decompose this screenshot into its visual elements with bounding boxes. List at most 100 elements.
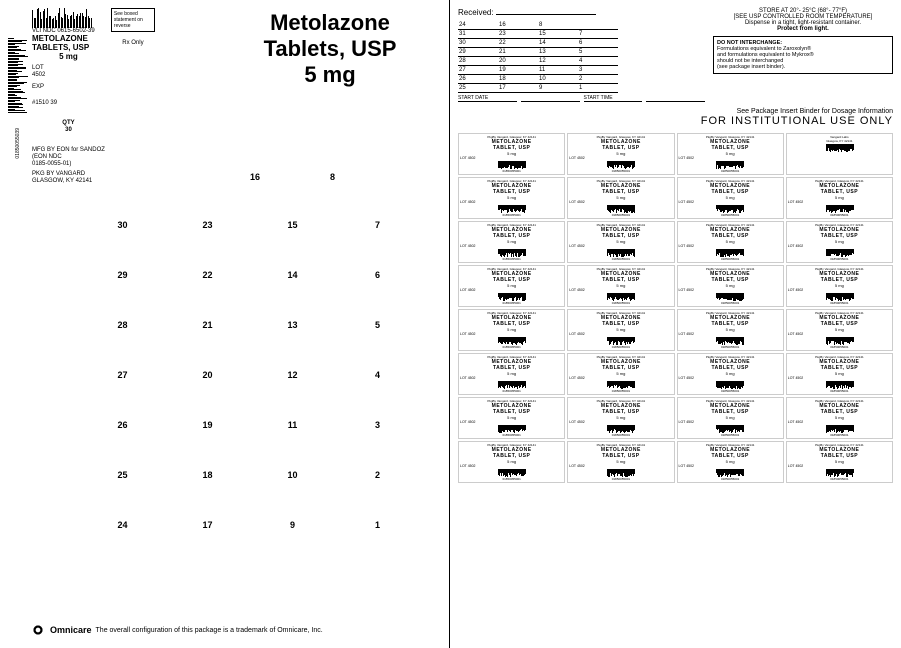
unit-label: Vangard LabsGlasgow, KY 42141	[786, 133, 893, 175]
qty-value: 30	[32, 127, 105, 133]
grid-num: 17	[165, 520, 250, 570]
title-line2: Tablets, USP	[230, 36, 430, 62]
grid-num: 14	[250, 270, 335, 320]
received-num: 25	[458, 84, 498, 93]
received-num: 30	[458, 39, 498, 48]
start-date-label: START DATE	[458, 95, 517, 102]
received-num: 20	[498, 57, 538, 66]
grid-num: 1	[335, 520, 420, 570]
top-barcode	[32, 8, 102, 28]
received-num: 22	[498, 39, 538, 48]
mfg-line2: (EON NDC	[32, 154, 105, 160]
unit-label: PkgBy Vangard, Glasgow, KY 42141METOLAZO…	[458, 177, 565, 219]
unit-label: PkgBy Vangard, Glasgow, KY 42141METOLAZO…	[786, 221, 893, 263]
side-barcode: 01850055039	[8, 8, 28, 185]
left-panel: 01850055039 VLI NDC 0615-6502-39 METOLAZ…	[0, 0, 450, 648]
grid-num: 20	[165, 370, 250, 420]
unit-label: PkgBy Vangard, Glasgow, KY 42141METOLAZO…	[458, 309, 565, 351]
received-num: 3	[578, 66, 618, 75]
received-num: 12	[538, 57, 578, 66]
title-line3: 5 mg	[230, 62, 430, 88]
unit-label-grid: PkgBy Vangard, Glasgow, KY 42141METOLAZO…	[458, 133, 893, 483]
grid-num: 9	[250, 520, 335, 570]
received-num: 4	[578, 57, 618, 66]
unit-label: PkgBy Vangard, Glasgow, KY 42141METOLAZO…	[567, 133, 674, 175]
exp-value: #1510 39	[32, 100, 105, 106]
received-num: 19	[498, 66, 538, 75]
unit-label: PkgBy Vangard, Glasgow, KY 42141METOLAZO…	[786, 397, 893, 439]
grid-num: 21	[165, 320, 250, 370]
unit-label: PkgBy Vangard, Glasgow, KY 42141METOLAZO…	[677, 397, 784, 439]
grid-num: 4	[335, 370, 420, 420]
unit-label: PkgBy Vangard, Glasgow, KY 42141METOLAZO…	[786, 177, 893, 219]
drug-form-small: TABLETS, USP	[32, 43, 105, 52]
received-num: 5	[578, 48, 618, 57]
received-num: 26	[458, 75, 498, 84]
right-panel: Received: 241683123157302214629211352820…	[450, 0, 901, 648]
grid-num: 13	[250, 320, 335, 370]
received-num: 28	[458, 57, 498, 66]
received-num: 9	[538, 84, 578, 93]
received-num: 17	[498, 84, 538, 93]
grid-num: 29	[80, 270, 165, 320]
received-num: 13	[538, 48, 578, 57]
unit-label: PkgBy Vangard, Glasgow, KY 42141METOLAZO…	[567, 265, 674, 307]
storage-block: STORE AT 20°- 25°C (68°- 77°F) [SEE USP …	[713, 8, 893, 102]
mfg-line1: MFG BY EON for SANDOZ	[32, 147, 105, 153]
received-num: 16	[498, 21, 538, 30]
title-line1: Metolazone	[230, 10, 430, 36]
grid-num: 19	[165, 420, 250, 470]
grid-num: 10	[250, 470, 335, 520]
omnicare-name: Omnicare	[50, 625, 92, 635]
row8: 16 8	[250, 172, 335, 182]
grid-num: 25	[80, 470, 165, 520]
main-title: Metolazone Tablets, USP 5 mg	[230, 10, 430, 88]
unit-label: PkgBy Vangard, Glasgow, KY 42141METOLAZO…	[786, 265, 893, 307]
unit-label: PkgBy Vangard, Glasgow, KY 42141METOLAZO…	[567, 353, 674, 395]
grid-num: 11	[250, 420, 335, 470]
unit-label: PkgBy Vangard, Glasgow, KY 42141METOLAZO…	[677, 265, 784, 307]
received-num: 2	[578, 75, 618, 84]
received-num: 29	[458, 48, 498, 57]
grid-num: 22	[165, 270, 250, 320]
received-num: 18	[498, 75, 538, 84]
grid-num: 23	[165, 220, 250, 270]
received-num: 8	[538, 21, 578, 30]
unit-label: PkgBy Vangard, Glasgow, KY 42141METOLAZO…	[567, 177, 674, 219]
received-num: 24	[458, 21, 498, 30]
unit-label: PkgBy Vangard, Glasgow, KY 42141METOLAZO…	[567, 309, 674, 351]
received-num: 27	[458, 66, 498, 75]
drug-name-small: METOLAZONE	[32, 34, 105, 43]
unit-label: PkgBy Vangard, Glasgow, KY 42141METOLAZO…	[567, 441, 674, 483]
omnicare-logo-icon	[30, 622, 46, 638]
unit-label: PkgBy Vangard, Glasgow, KY 42141METOLAZO…	[786, 353, 893, 395]
institutional-only: FOR INSTITUTIONAL USE ONLY	[458, 115, 893, 127]
start-time-line	[646, 95, 705, 102]
rx-only: Rx Only	[111, 40, 155, 46]
number-grid: 3023157292214628211352720124261911325181…	[80, 220, 420, 570]
unit-label: PkgBy Vangard, Glasgow, KY 42141METOLAZO…	[458, 221, 565, 263]
grid-num: 27	[80, 370, 165, 420]
grid-num: 5	[335, 320, 420, 370]
side-barcode-number: 01850055039	[15, 128, 21, 159]
interchange-body4: (see package insert binder).	[717, 64, 889, 70]
boxed-statement: See boxed statement on reverse	[111, 8, 155, 32]
received-num: 1	[578, 84, 618, 93]
unit-label: PkgBy Vangard, Glasgow, KY 42141METOLAZO…	[677, 309, 784, 351]
received-num: 21	[498, 48, 538, 57]
received-num: 15	[538, 30, 578, 39]
grid-num: 12	[250, 370, 335, 420]
unit-label: PkgBy Vangard, Glasgow, KY 42141METOLAZO…	[677, 221, 784, 263]
omnicare-tagline: The overall configuration of this packag…	[96, 627, 323, 634]
start-date-line	[521, 95, 580, 102]
grid-num: 6	[335, 270, 420, 320]
unit-label: PkgBy Vangard, Glasgow, KY 42141METOLAZO…	[677, 177, 784, 219]
num-8: 8	[330, 172, 335, 182]
grid-num: 15	[250, 220, 335, 270]
received-num: 10	[538, 75, 578, 84]
unit-label: PkgBy Vangard, Glasgow, KY 42141METOLAZO…	[677, 441, 784, 483]
pkg-line2: GLASGOW, KY 42141	[32, 178, 105, 184]
grid-num: 30	[80, 220, 165, 270]
received-num: 6	[578, 39, 618, 48]
lot-label: LOT	[32, 65, 44, 71]
